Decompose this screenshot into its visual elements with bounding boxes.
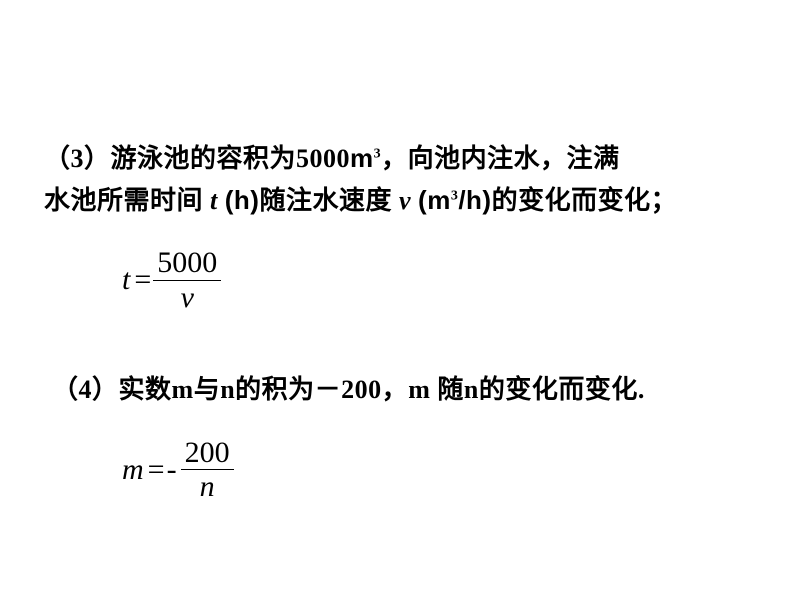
p4-var-n: n — [220, 375, 235, 404]
p3-line1-part1: （3）游泳池的容积为5000 — [44, 144, 350, 173]
p3-var-t: t — [203, 186, 225, 215]
p3-numerator: 5000 — [153, 247, 221, 280]
p3-line2-part3: 的变化而变化； — [492, 186, 678, 215]
p3-formula-equals: = — [134, 263, 151, 297]
p3-var-v: v — [392, 186, 418, 215]
p4-var-m2: m — [408, 375, 437, 404]
problem-3-formula: t = 5000 v — [122, 247, 750, 313]
p3-denominator: v — [181, 281, 194, 314]
p4-var-m: m — [172, 375, 194, 404]
p4-part2: 与 — [194, 375, 221, 404]
p4-formula-minus: - — [167, 453, 177, 487]
p3-paren-open: ( — [418, 185, 427, 215]
problem-4-block: （4）实数m与n的积为－200，m 随n的变化而变化. m = - 200 n — [44, 369, 750, 503]
problem-3-block: （3）游泳池的容积为5000m3，向池内注水，注满 水池所需时间 t (h)随注… — [44, 138, 750, 313]
p4-numerator: 200 — [181, 437, 234, 470]
p3-line2-part2: 随注水速度 — [259, 186, 392, 215]
p3-unit-m: m — [350, 143, 374, 173]
p3-unit-h: (h) — [225, 185, 260, 215]
p3-unit-slash: /h) — [458, 185, 491, 215]
problem-3-text: （3）游泳池的容积为5000m3，向池内注水，注满 水池所需时间 t (h)随注… — [44, 138, 750, 221]
p4-fraction: 200 n — [181, 437, 234, 503]
p4-part1: （4）实数 — [52, 375, 172, 404]
p4-part3: 的积为－200， — [235, 375, 408, 404]
p4-var-n2: n — [464, 375, 479, 404]
problem-4-formula: m = - 200 n — [122, 437, 750, 503]
p3-formula-lhs: t — [122, 263, 130, 297]
p3-unit-m3: m — [427, 185, 451, 215]
problem-4-text: （4）实数m与n的积为－200，m 随n的变化而变化. — [52, 369, 750, 411]
p3-line1-part2: ，向池内注水，注满 — [381, 144, 620, 173]
document-content: （3）游泳池的容积为5000m3，向池内注水，注满 水池所需时间 t (h)随注… — [0, 0, 794, 503]
p4-part4: 随 — [437, 375, 464, 404]
p4-part5: 的变化而变化. — [479, 375, 645, 404]
p3-fraction: 5000 v — [153, 247, 221, 313]
p3-line2-part1: 水池所需时间 — [44, 186, 203, 215]
p4-formula-lhs: m — [122, 453, 144, 487]
p4-formula-equals: = — [148, 453, 165, 487]
p4-denominator: n — [200, 470, 215, 503]
